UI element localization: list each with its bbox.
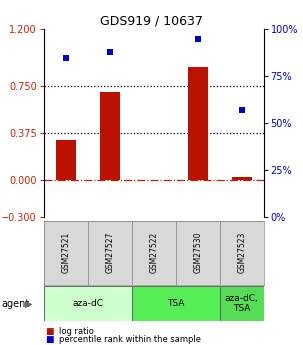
Text: agent: agent (2, 299, 30, 308)
Bar (44, 286, 132, 321)
Text: GSM27521: GSM27521 (62, 232, 70, 273)
Bar (220, 286, 264, 321)
Bar (188, 67, 208, 180)
Text: ■: ■ (45, 335, 54, 344)
Text: aza-dC: aza-dC (72, 299, 103, 308)
Bar (88, 221, 132, 285)
Bar (176, 221, 220, 285)
Bar (44, 221, 88, 285)
Text: ■: ■ (45, 327, 54, 336)
Text: GSM27527: GSM27527 (105, 232, 114, 273)
Bar (132, 286, 220, 321)
Text: TSA: TSA (167, 299, 185, 308)
Bar (132, 221, 176, 285)
Text: ▶: ▶ (25, 299, 32, 308)
Bar (232, 177, 251, 180)
Bar (56, 140, 76, 180)
Text: GSM27530: GSM27530 (193, 232, 202, 274)
Text: GSM27523: GSM27523 (237, 232, 246, 273)
Text: GDS919 / 10637: GDS919 / 10637 (100, 15, 203, 28)
Text: aza-dC,
TSA: aza-dC, TSA (225, 294, 258, 313)
Text: log ratio: log ratio (59, 327, 94, 336)
Text: percentile rank within the sample: percentile rank within the sample (59, 335, 201, 344)
Bar (220, 221, 264, 285)
Bar (100, 92, 120, 180)
Text: GSM27522: GSM27522 (149, 232, 158, 273)
